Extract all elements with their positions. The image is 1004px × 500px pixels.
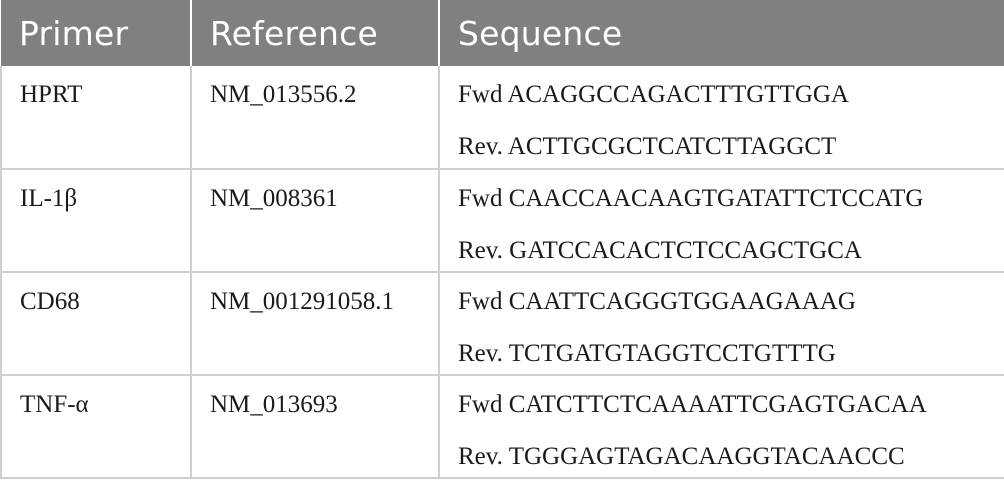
reference-cell: NM_013556.2 [190, 66, 439, 170]
primer-name: CD68 [20, 288, 80, 315]
primer-name: IL-1β [20, 185, 78, 212]
reference-id: NM_008361 [210, 185, 338, 212]
table-row: IL-1β NM_008361 Fwd CAACCAACAAGTGATATTCT… [0, 169, 1004, 273]
primer-name: TNF-α [20, 391, 89, 418]
reference-cell: NM_001291058.1 [190, 272, 439, 376]
primer-table: Primer Reference Sequence HPRT NM_013556… [0, 0, 1004, 479]
sequence-cell: Fwd CAACCAACAAGTGATATTCTCCATG Rev. GATCC… [438, 169, 1004, 273]
sequence-lines: Fwd CAATTCAGGGTGGAAGAAAG Rev. TCTGATGTAG… [458, 273, 1004, 369]
primer-cell: IL-1β [0, 169, 191, 273]
forward-sequence: Fwd ACAGGCCAGACTTTGTTGGA [458, 81, 849, 108]
reverse-sequence: Rev. TCTGATGTAGGTCCTGTTTG [458, 340, 836, 367]
primer-name: HPRT [20, 81, 83, 108]
table-body: HPRT NM_013556.2 Fwd ACAGGCCAGACTTTGTTGG… [0, 66, 1004, 479]
forward-sequence: Fwd CATCTTCTCAAAATTCGAGTGACAA [458, 391, 927, 418]
sequence-cell: Fwd CAATTCAGGGTGGAAGAAAG Rev. TCTGATGTAG… [438, 272, 1004, 376]
reverse-sequence: Rev. TGGGAGTAGACAAGGTACAACCC [458, 443, 905, 470]
reference-cell: NM_008361 [190, 169, 439, 273]
column-header-reference: Reference [190, 0, 439, 66]
reference-cell: NM_013693 [190, 375, 439, 479]
reverse-sequence: Rev. ACTTGCGCTCATCTTAGGCT [458, 133, 837, 160]
sequence-lines: Fwd CATCTTCTCAAAATTCGAGTGACAA Rev. TGGGA… [458, 376, 1004, 472]
reference-id: NM_013693 [210, 391, 338, 418]
primer-cell: TNF-α [0, 375, 191, 479]
sequence-lines: Fwd CAACCAACAAGTGATATTCTCCATG Rev. GATCC… [458, 170, 1004, 266]
table-row: CD68 NM_001291058.1 Fwd CAATTCAGGGTGGAAG… [0, 272, 1004, 376]
reference-id: NM_013556.2 [210, 81, 357, 108]
reference-id: NM_001291058.1 [210, 288, 395, 315]
primer-cell: CD68 [0, 272, 191, 376]
table-header: Primer Reference Sequence [1, 0, 1004, 66]
primer-cell: HPRT [0, 66, 191, 170]
header-row: Primer Reference Sequence [1, 0, 1004, 66]
table-row: HPRT NM_013556.2 Fwd ACAGGCCAGACTTTGTTGG… [0, 66, 1004, 170]
reverse-sequence: Rev. GATCCACACTCTCCAGCTGCA [458, 237, 862, 264]
column-header-primer: Primer [1, 0, 191, 66]
sequence-cell: Fwd CATCTTCTCAAAATTCGAGTGACAA Rev. TGGGA… [438, 375, 1004, 479]
table-row: TNF-α NM_013693 Fwd CATCTTCTCAAAATTCGAGT… [0, 375, 1004, 479]
forward-sequence: Fwd CAACCAACAAGTGATATTCTCCATG [458, 185, 924, 212]
sequence-lines: Fwd ACAGGCCAGACTTTGTTGGA Rev. ACTTGCGCTC… [458, 66, 1004, 162]
sequence-cell: Fwd ACAGGCCAGACTTTGTTGGA Rev. ACTTGCGCTC… [438, 66, 1004, 170]
column-header-sequence: Sequence [438, 0, 1004, 66]
forward-sequence: Fwd CAATTCAGGGTGGAAGAAAG [458, 288, 856, 315]
